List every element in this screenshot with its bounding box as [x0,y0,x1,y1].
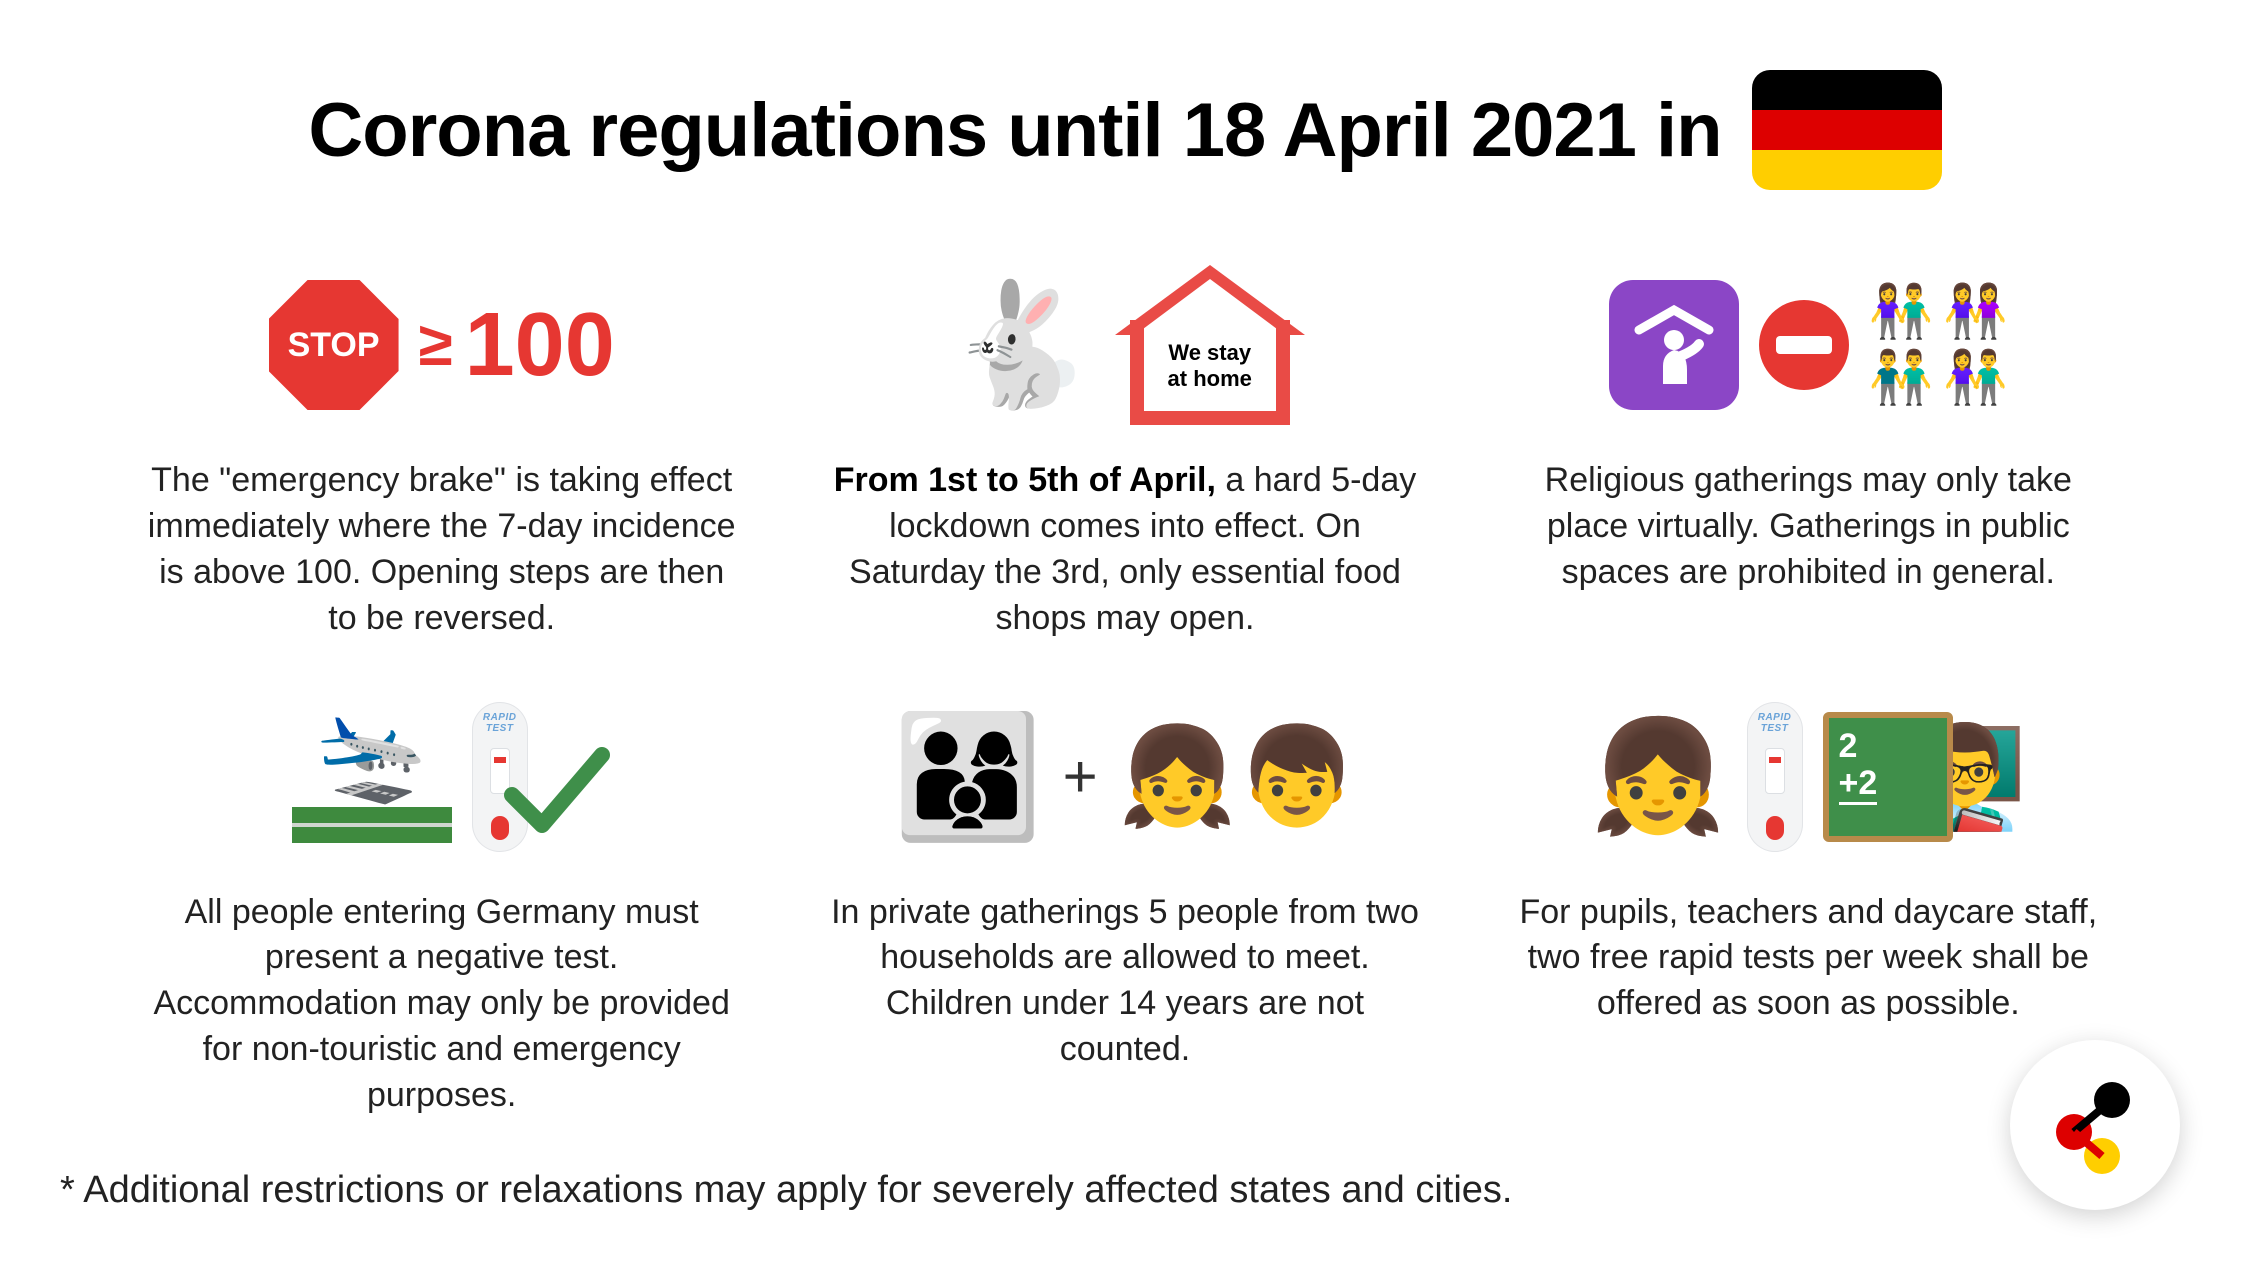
germany-flag-icon [1752,70,1942,190]
tile-private-gatherings: 👨‍👩‍👦 + 👧👦 In private gatherings 5 peopl… [803,692,1446,1119]
plus-icon: + [1063,742,1098,811]
source-logo-icon [2010,1040,2180,1210]
family-icon: 👨‍👩‍👦 [893,717,1042,837]
tile-lead: From 1st to 5th of April, [834,461,1216,499]
gte-symbol: ≥ [419,314,453,376]
tile-iconrow: STOP ≥ 100 [269,260,615,430]
tile-iconrow: 👨‍👩‍👦 + 👧👦 [893,692,1357,862]
tile-text: The "emergency brake" is taking effect i… [142,458,742,642]
tile-iconrow: 👫👭 👬👫 [1609,260,2009,430]
tile-iconrow: 🐇 We stay at home [945,260,1304,430]
footnote: * Additional restrictions or relaxations… [0,1139,2250,1252]
tile-text: For pupils, teachers and daycare staff, … [1508,890,2108,1028]
tile-text: From 1st to 5th of April, a hard 5-day l… [825,458,1425,642]
rapid-test-label: RAPID TEST [1747,712,1803,734]
tile-iconrow: 🛬 RAPID TEST [292,692,592,862]
tile-iconrow: 👧 RAPID TEST 2 +2 👨‍🏫 [1590,692,2027,862]
rapid-test-icon: RAPID TEST [1747,702,1803,852]
families-icon: 👫👭 👬👫 [1869,286,2009,404]
tile-easter-lockdown: 🐇 We stay at home From 1st to 5th of Apr… [803,260,1446,642]
house-text: We stay at home [1160,340,1260,391]
runway-icon [292,807,452,843]
header: Corona regulations until 18 April 2021 i… [0,0,2250,220]
tile-travel-test: 🛬 RAPID TEST All people entering Germany… [120,692,763,1119]
chalkboard-icon: 2 +2 [1823,712,1953,842]
board-line2: +2 [1839,765,1878,805]
worship-icon [1609,280,1739,410]
flag-stripe-black [1752,70,1942,110]
pupil-icon: 👧 [1590,722,1727,832]
house-walls: We stay at home [1130,320,1290,425]
tile-religious-gatherings: 👫👭 👬👫 Religious gatherings may only take… [1487,260,2130,642]
tile-school-tests: 👧 RAPID TEST 2 +2 👨‍🏫 For pupils, teache… [1487,692,2130,1119]
threshold-value: ≥ 100 [419,300,615,390]
checkmark-icon [502,717,592,837]
stop-sign-icon: STOP [269,280,399,410]
tile-text: In private gatherings 5 people from two … [825,890,1425,1074]
children-icon: 👧👦 [1118,729,1357,825]
tiles-grid: STOP ≥ 100 The "emergency brake" is taki… [0,220,2250,1139]
tile-text: All people entering Germany must present… [142,890,742,1119]
no-entry-icon [1759,300,1849,390]
threshold-number: 100 [465,300,615,390]
board-line1: 2 [1839,728,1937,765]
tile-text: Religious gatherings may only take place… [1508,458,2108,596]
flag-stripe-red [1752,110,1942,150]
flag-stripe-gold [1752,150,1942,190]
rabbit-icon: 🐇 [945,285,1094,405]
tile-emergency-brake: STOP ≥ 100 The "emergency brake" is taki… [120,260,763,642]
arrival-icon: 🛬 [292,711,452,843]
page-title: Corona regulations until 18 April 2021 i… [308,87,1721,174]
house-icon: We stay at home [1115,265,1305,425]
